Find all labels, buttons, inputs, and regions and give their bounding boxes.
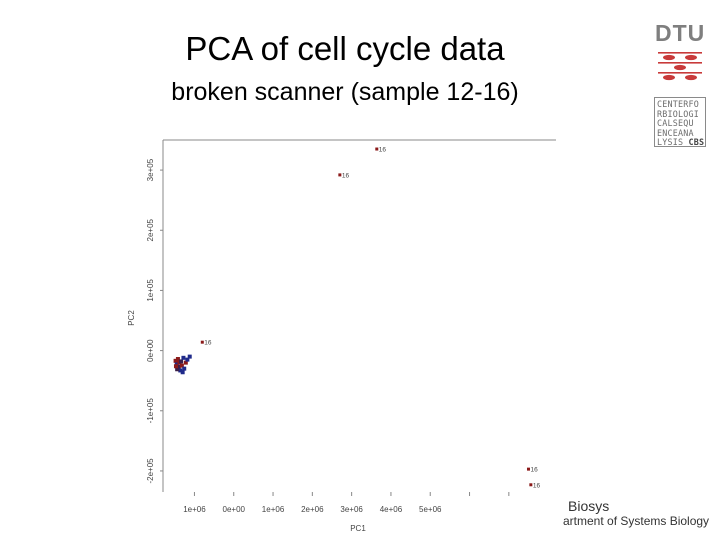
scatter-point	[178, 368, 183, 373]
y-tick-label: 0e+00	[146, 339, 155, 362]
scatter-point	[187, 354, 192, 359]
x-tick-label: 3e+06	[340, 505, 363, 514]
scatter-point	[173, 364, 178, 369]
cbs-logo: CENTERFO RBIOLOGI CALSEQU ENCEANA LYSIS …	[654, 97, 706, 147]
cbs-logo-line: LYSIS	[657, 137, 684, 148]
cbs-logo-line: ENCEANA	[657, 127, 694, 138]
scatter-point	[200, 340, 204, 344]
x-tick-label: 4e+06	[380, 505, 403, 514]
point-label: 16	[204, 340, 212, 347]
y-tick-label: -1e+05	[146, 398, 155, 424]
scatter-point	[175, 357, 180, 362]
scatter-point	[180, 370, 185, 375]
point-label: 16	[530, 467, 538, 474]
y-tick-label: 3e+05	[146, 158, 155, 181]
y-tick-label: -2e+05	[146, 458, 155, 484]
x-tick-label: 5e+06	[419, 505, 442, 514]
scatter-point	[175, 367, 180, 372]
dtu-logo-text: DTU	[655, 20, 706, 46]
x-tick-label: 2e+06	[301, 505, 324, 514]
point-label: 16	[533, 482, 541, 489]
cbs-logo-line: RBIOLOGI	[657, 108, 699, 119]
footer-biosys: Biosys	[568, 498, 610, 514]
footer-department: artment of Systems Biology	[563, 514, 710, 528]
y-axis-label: PC2	[127, 310, 136, 326]
scatter-point	[179, 363, 184, 368]
scatter-point	[375, 147, 379, 151]
scatter-point	[182, 366, 187, 371]
point-label: 16	[379, 147, 387, 154]
scatter-point	[338, 173, 342, 177]
page-subtitle: broken scanner (sample 12-16)	[171, 78, 519, 106]
x-axis-label: PC1	[350, 524, 366, 533]
cbs-logo-mark: CBS	[688, 137, 705, 148]
scatter-point	[181, 355, 186, 360]
scatter-point	[179, 359, 184, 364]
scatter-point	[183, 360, 188, 365]
scatter-point	[173, 358, 178, 363]
scatter-point	[526, 467, 530, 471]
y-tick-label: 1e+05	[146, 279, 155, 302]
x-tick-label: 1e+06	[262, 505, 285, 514]
x-tick-label: 1e+06	[183, 505, 206, 514]
dtu-logo-emblem	[658, 52, 702, 81]
scatter-point	[185, 357, 190, 362]
page-title: PCA of cell cycle data	[185, 30, 505, 67]
y-tick-label: 2e+05	[146, 218, 155, 241]
cbs-logo-line: CENTERFO	[657, 99, 699, 109]
x-tick-label: 0e+00	[223, 505, 246, 514]
cbs-logo-line: CALSEQU	[657, 118, 694, 129]
point-label: 16	[342, 172, 350, 179]
scatter-point	[529, 483, 533, 487]
dtu-logo: DTU	[655, 20, 705, 85]
scatter-point	[176, 364, 181, 369]
